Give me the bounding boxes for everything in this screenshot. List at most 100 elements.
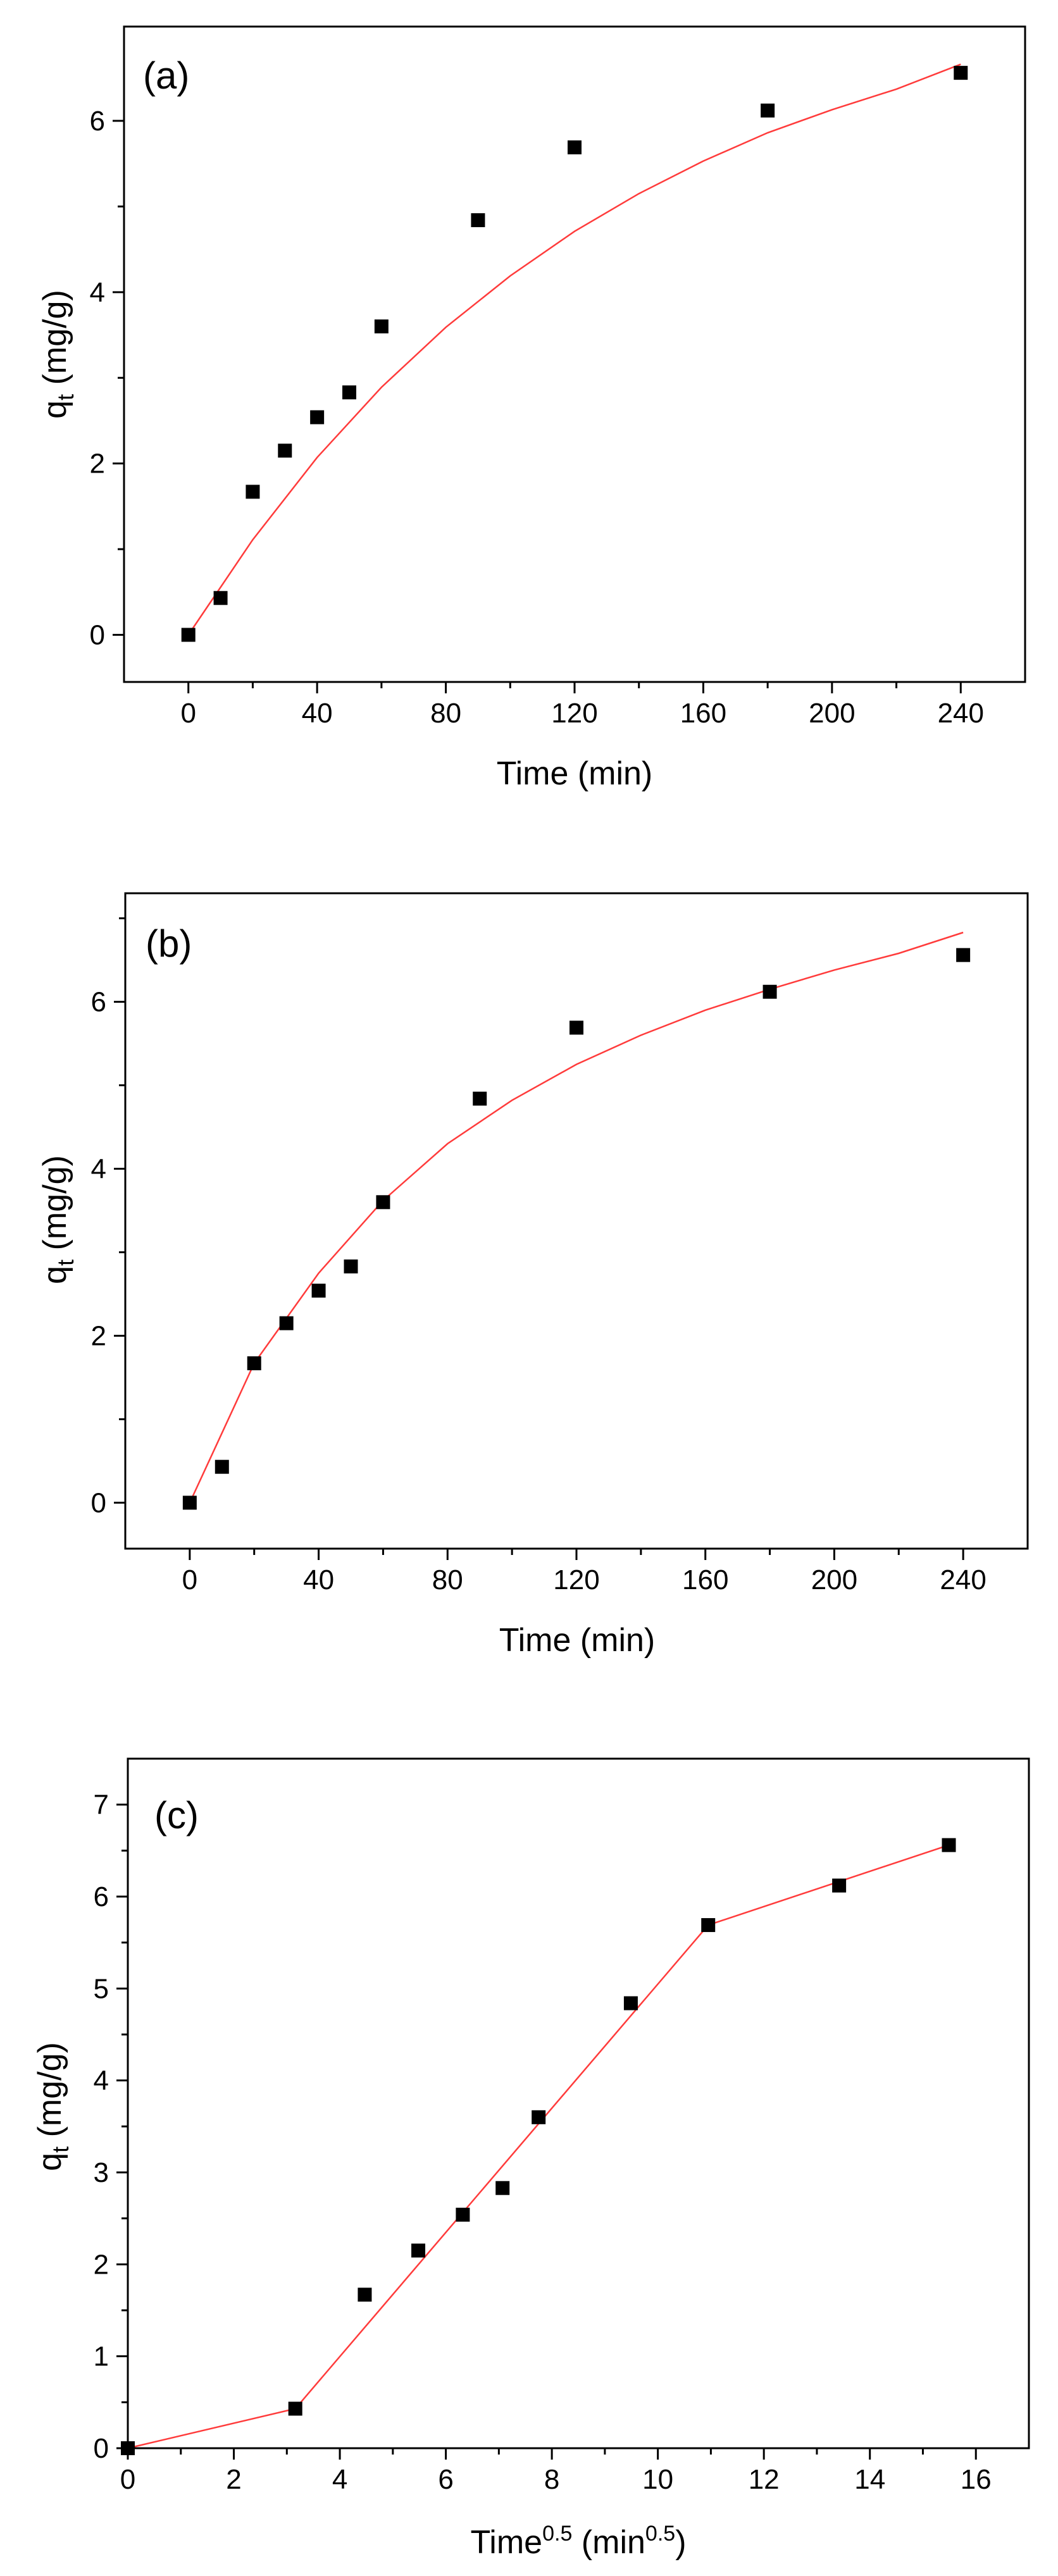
panel-c-x-tick-label: 14 [854,2464,885,2495]
panel-b-y-axis-title-subscript: t [53,1260,78,1266]
panel-c-x-tick-label: 10 [642,2464,673,2495]
panel-a-data-point [568,140,582,154]
panel-c-label: (c) [154,1794,199,1836]
panel-b-data-point [762,984,777,999]
panel-c-y-axis-title: qt (mg/g) [32,2042,73,2171]
panel-b-x-tick-label: 0 [182,1564,197,1595]
panel-a-label: (a) [143,54,189,97]
panel-c-fit-line [127,1844,949,2449]
panel-c-data-point [358,2288,372,2302]
panel-b-data-point [215,1459,229,1474]
panel-b-y-axis-title-unit: (mg/g) [37,1155,73,1260]
panel-a-data-point [246,485,260,499]
panel-c-data-point [495,2181,510,2195]
panel-c-y-tick-label: 0 [94,2433,109,2464]
panel-b-x-tick-label: 160 [682,1564,728,1595]
panel-c-x-axis-title-unit: (min [572,2524,645,2561]
panel-b-x-tick-label: 200 [811,1564,857,1595]
panel-c-x-tick-label: 8 [544,2464,559,2495]
panel-b-y-tick-label: 6 [91,987,106,1018]
panel-c-x-tick-label: 2 [226,2464,241,2495]
panel-a-data-point [213,591,228,605]
panel-c-data-point [456,2207,470,2222]
panel-a-y-axis-title-subscript: t [53,394,78,400]
panel-a-x-tick-label: 120 [551,698,597,729]
panel-a-data-point [181,628,196,642]
panel-a-y-axis-title-unit: (mg/g) [37,290,73,394]
panel-a-data-point [278,443,292,458]
panel-c-y-tick-label: 5 [94,1973,109,2004]
panel-b-data-point [311,1284,326,1298]
panel-c-data-point [411,2243,426,2258]
panel-b-data-point [182,1495,197,1510]
panel-c-data-point [121,2441,135,2455]
panel-a-x-tick-label: 80 [430,698,461,729]
panel-c-y-tick-label: 4 [94,2065,109,2096]
panel-a-y-tick-label: 6 [90,106,105,137]
panel-b: (b) Time (min) qt (mg/g) 0 40 80 120 160 200 2… [37,892,1029,1659]
panel-c-data-point [288,2401,302,2416]
panel-b-data-point [569,1020,583,1035]
panel-c-x-tick-label: 4 [332,2464,347,2495]
panel-a-fit-line [187,63,961,636]
panel-a-data-point [342,385,356,400]
panel-c-x-tick-label: 6 [438,2464,453,2495]
panel-a-y-axis-title-base: q [37,400,73,419]
panel-c-y-tick-label: 1 [94,2341,109,2372]
panel-b-x-tick-label: 80 [432,1564,463,1595]
panel-c-x-axis-title-base: Time [470,2524,542,2561]
panel-b-y-tick-label: 4 [91,1154,106,1185]
panel-a-y-tick-label: 4 [90,277,105,308]
panel-c-x-tick-label: 16 [961,2464,992,2495]
panel-a-data-point [374,319,389,333]
panel-b-data-point [376,1195,390,1210]
panel-c-data-point [942,1838,956,1852]
panel-c-x-axis-title-unit-close: ) [675,2524,686,2561]
panel-c-data-point [623,1996,638,2010]
panel-a-data-point [761,103,775,118]
panel-c-y-tick-label: 2 [94,2249,109,2280]
panel-b-data-point [473,1091,487,1106]
panel-b-data-point [956,948,971,962]
panel-a-plot-frame [123,25,1026,683]
panel-b-y-axis-title: qt (mg/g) [37,1155,78,1284]
panel-b-x-axis-title: Time (min) [499,1622,656,1659]
panel-b-y-tick-label: 2 [91,1320,106,1351]
panel-b-data-point [247,1356,261,1371]
panel-b-fit-line [189,931,964,1503]
panel-b-data-point [344,1259,358,1273]
panel-b-y-axis-title-base: q [37,1266,73,1284]
panel-c: (c) Time0.5 (min0.5) qt (mg/g) 0 2 4 6 8 10 12… [32,1757,1030,2561]
panel-a-y-tick-label: 2 [90,449,105,480]
panel-c-x-tick-label: 0 [120,2464,135,2495]
panel-a-data-point [310,410,325,424]
panel-b-data-point [279,1316,294,1330]
panel-c-y-tick-label: 3 [94,2157,109,2188]
panel-c-x-axis-title-unit-superscript: 0.5 [645,2522,675,2546]
panel-a-x-tick-label: 0 [180,698,196,729]
panel-a-data-point [954,66,968,80]
panel-c-x-axis-title-superscript: 0.5 [542,2522,572,2546]
panel-a-x-tick-label: 200 [809,698,855,729]
panel-c-data-point [532,2110,546,2124]
panel-a-data-point [471,213,485,228]
panel-a-y-tick-label: 0 [90,620,105,651]
panel-b-y-tick-label: 0 [91,1487,106,1518]
panel-a: (a) Time (min) qt (mg/g) 0 40 80 120 160 200 2… [37,25,1026,792]
panel-a-x-tick-label: 40 [302,698,333,729]
panel-b-plot-frame [124,892,1029,1550]
panel-c-y-axis-title-unit: (mg/g) [32,2042,68,2146]
panel-a-x-tick-label: 240 [938,698,984,729]
panel-a-x-tick-label: 160 [680,698,726,729]
panel-a-y-axis-title: qt (mg/g) [37,290,78,419]
panel-c-plot-frame [127,1757,1030,2449]
panel-c-y-tick-label: 6 [94,1881,109,1912]
panel-c-y-axis-title-base: q [32,2153,68,2171]
panel-c-y-axis-title-subscript: t [47,2146,73,2153]
panel-c-x-axis-title: Time0.5 (min0.5) [470,2522,686,2561]
panel-b-x-tick-label: 40 [303,1564,334,1595]
panel-c-data-point [832,1878,847,1893]
panel-b-x-tick-label: 120 [553,1564,599,1595]
panel-c-data-point [701,1918,716,1933]
